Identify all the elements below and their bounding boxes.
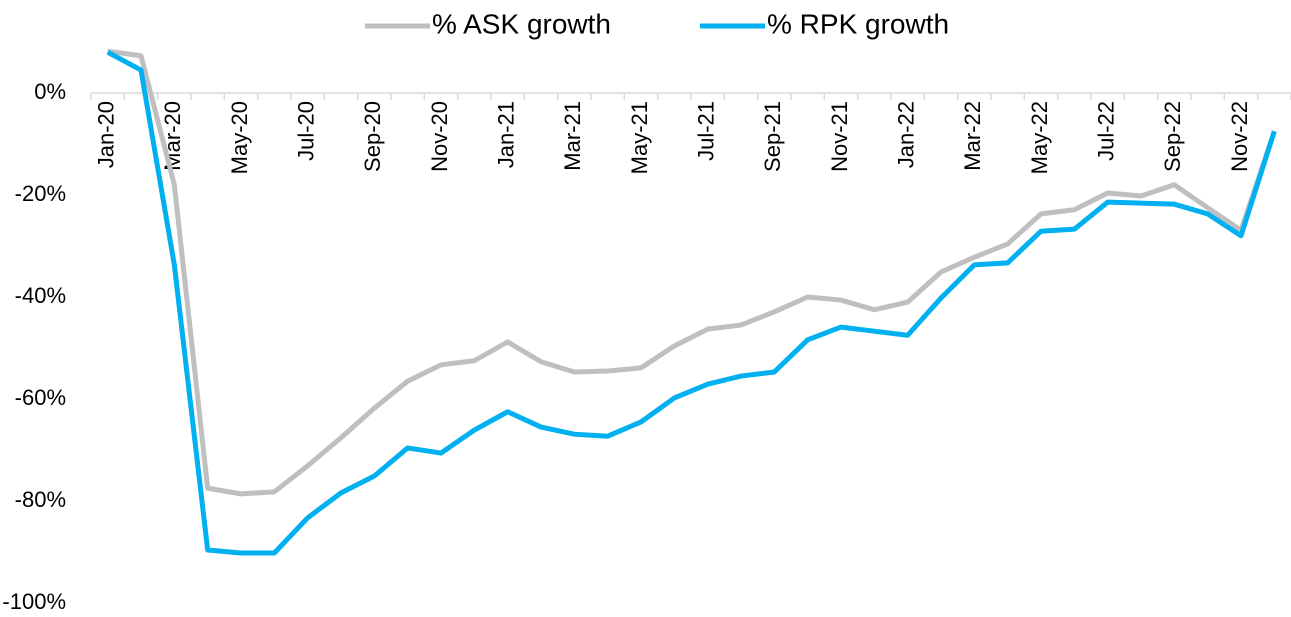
x-tick-label: Jul-21 xyxy=(693,101,718,161)
x-tick-label: Jul-20 xyxy=(293,101,318,161)
x-tick-label: Mar-22 xyxy=(960,101,985,171)
x-tick-label: May-21 xyxy=(627,101,652,174)
series-line xyxy=(106,49,1277,556)
x-tick-label: May-22 xyxy=(1027,101,1052,174)
x-tick-label: Jan-21 xyxy=(493,101,518,168)
y-tick-label: 0% xyxy=(34,79,66,104)
y-tick-label: -80% xyxy=(15,487,66,512)
x-tick-label: Jul-22 xyxy=(1093,101,1118,161)
y-tick-label: -60% xyxy=(15,385,66,410)
x-tick-label: Sep-20 xyxy=(360,101,385,172)
x-tick-label: Jan-20 xyxy=(93,101,118,168)
x-tick-label: Sep-22 xyxy=(1160,101,1185,172)
legend-label: % ASK growth xyxy=(432,8,611,39)
x-tick-label: Nov-21 xyxy=(827,101,852,172)
x-tick-label: Mar-20 xyxy=(160,101,185,171)
x-tick-label: Nov-20 xyxy=(427,101,452,172)
x-tick-label: Nov-22 xyxy=(1227,101,1252,172)
x-tick-label: Jan-22 xyxy=(893,101,918,168)
y-tick-label: -100% xyxy=(2,589,66,614)
x-tick-label: Mar-21 xyxy=(560,101,585,171)
y-tick-label: -20% xyxy=(15,181,66,206)
series-line xyxy=(107,48,1277,497)
y-tick-label: -40% xyxy=(15,283,66,308)
x-tick-label: May-20 xyxy=(227,101,252,174)
x-tick-label: Sep-21 xyxy=(760,101,785,172)
legend-label: % RPK growth xyxy=(767,8,949,39)
